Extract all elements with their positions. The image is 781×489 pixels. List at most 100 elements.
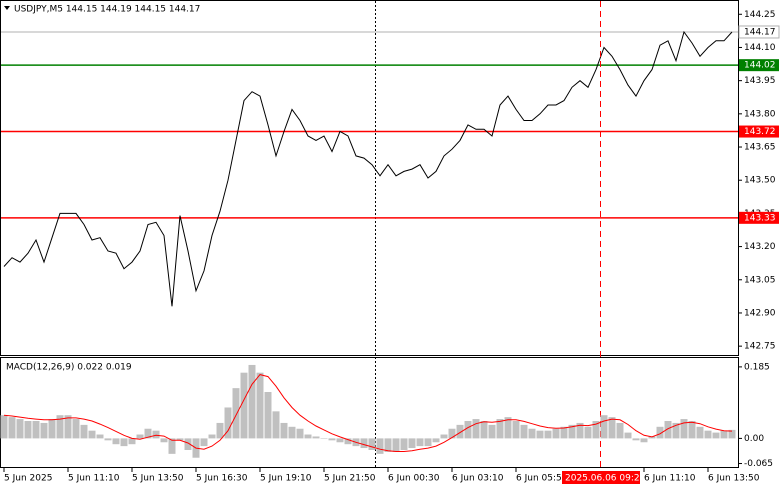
histogram-bar (320, 438, 328, 439)
histogram-bar (328, 438, 336, 441)
histogram-bar (216, 422, 224, 439)
histogram-bar (80, 424, 88, 439)
price-line (3, 30, 733, 307)
x-tick-label: 6 Jun 11:10 (644, 474, 696, 484)
histogram-bar (448, 428, 456, 439)
histogram-bar (496, 419, 504, 439)
x-tick-label: 5 Jun 19:10 (260, 474, 312, 484)
level-tag (739, 211, 779, 224)
y-tick-label: 143.20 (744, 242, 776, 252)
y-tick-label: 144.10 (744, 43, 776, 53)
y-tick-label: 144.25 (744, 10, 776, 20)
histogram-bar (272, 411, 280, 439)
histogram-bar (184, 438, 192, 450)
histogram-bar (152, 430, 160, 439)
histogram-bar (288, 426, 296, 439)
histogram-bar (480, 421, 488, 439)
histogram-bar (360, 438, 368, 449)
x-tick-label: 5 Jun 2025 (4, 474, 52, 484)
histogram-bar (504, 417, 512, 439)
histogram-bar (552, 428, 560, 439)
crosshair-tag (562, 471, 640, 484)
histogram-bar (136, 434, 144, 439)
histogram-bar (384, 438, 392, 452)
level-label: 144.02 (744, 61, 776, 71)
histogram-bar (40, 422, 48, 439)
histogram-bar (720, 430, 728, 439)
y-tick-label: 0.00 (744, 434, 764, 444)
histogram-bar (704, 430, 712, 439)
y-tick-label: -0.065 (744, 459, 773, 469)
y-tick-label: 0.185 (744, 362, 770, 372)
y-tick-label: 143.95 (744, 76, 776, 86)
x-tick-label: 5 Jun 11:10 (68, 474, 120, 484)
histogram-bar (536, 430, 544, 439)
histogram-bar (680, 419, 688, 439)
histogram-bar (64, 415, 72, 439)
histogram-bar (24, 421, 32, 439)
histogram-bar (368, 438, 376, 450)
histogram-bar (408, 438, 416, 449)
histogram-bar (464, 421, 472, 439)
histogram-bar (440, 434, 448, 439)
histogram-bar (416, 438, 424, 447)
histogram-bar (32, 421, 40, 439)
histogram-bar (256, 372, 264, 439)
histogram-bar (160, 438, 168, 443)
histogram-bar (312, 436, 320, 439)
histogram-bar (576, 422, 584, 439)
x-tick-label: 6 Jun 05:50 (516, 474, 568, 484)
y-tick-label: 142.75 (744, 342, 776, 352)
level-label: 143.33 (744, 213, 776, 223)
histogram-bar (656, 426, 664, 439)
histogram-bar (584, 426, 592, 439)
histogram-bar (624, 432, 632, 439)
histogram-bar (96, 434, 104, 439)
histogram-bar (424, 438, 432, 447)
histogram-bar (400, 438, 408, 450)
histogram-bar (88, 430, 96, 439)
price-panel (0, 0, 739, 356)
macd-panel (0, 357, 739, 468)
histogram-bar (664, 421, 672, 439)
histogram-bar (248, 364, 256, 439)
histogram-bar (168, 438, 176, 454)
x-tick-label: 6 Jun 13:50 (708, 474, 760, 484)
x-tick-label: 6 Jun 00:30 (388, 474, 440, 484)
x-tick-label: 5 Jun 13:50 (132, 474, 184, 484)
histogram-bar (376, 438, 384, 454)
level-tag (739, 125, 779, 138)
histogram-bar (472, 419, 480, 439)
histogram-bar (688, 421, 696, 439)
histogram-bar (280, 422, 288, 439)
histogram-bar (512, 421, 520, 439)
histogram-bar (392, 438, 400, 452)
histogram-bar (544, 430, 552, 439)
histogram-bar (296, 428, 304, 439)
histogram-bar (728, 429, 736, 439)
histogram-bar (304, 434, 312, 439)
menu-icon[interactable] (4, 6, 10, 10)
y-tick-label: 143.05 (744, 275, 776, 285)
histogram-bar (144, 428, 152, 439)
y-tick-label: 142.90 (744, 308, 776, 318)
histogram-bar (16, 419, 24, 439)
x-tick-label: 5 Jun 21:50 (324, 474, 376, 484)
histogram-bar (112, 438, 120, 445)
histogram-bar (8, 417, 16, 439)
histogram-bar (712, 432, 720, 439)
chart-title: USDJPY,M5 144.15 144.19 144.15 144.17 (14, 5, 200, 15)
level-label: 143.72 (744, 127, 776, 137)
signal-line (3, 374, 733, 452)
histogram-bar (200, 438, 208, 447)
histogram-bar (568, 424, 576, 439)
histogram-bar (696, 426, 704, 439)
histogram-bar (456, 424, 464, 439)
y-tick-label: 143.65 (744, 143, 776, 153)
histogram-bar (0, 415, 8, 439)
current-price-label: 144.17 (744, 27, 776, 37)
histogram-bar (592, 421, 600, 439)
histogram-bar (176, 438, 184, 441)
